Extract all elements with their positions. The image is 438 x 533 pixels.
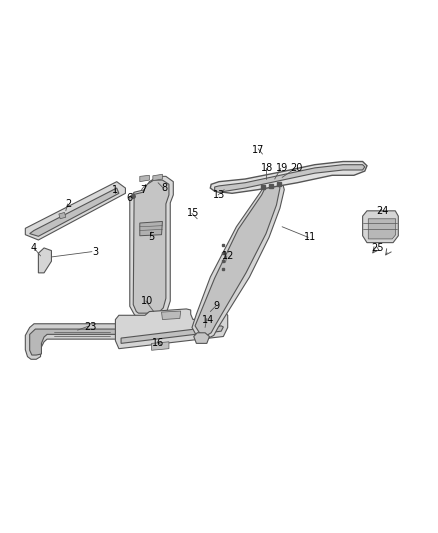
Polygon shape	[363, 211, 398, 243]
Text: 5: 5	[148, 232, 155, 243]
Polygon shape	[59, 213, 66, 219]
Polygon shape	[368, 219, 396, 239]
Text: 6: 6	[127, 192, 133, 203]
Text: 9: 9	[214, 301, 220, 311]
Polygon shape	[116, 309, 228, 349]
Polygon shape	[133, 180, 169, 313]
Polygon shape	[194, 333, 209, 343]
Text: 1: 1	[112, 184, 118, 195]
Polygon shape	[210, 161, 367, 193]
Text: 20: 20	[290, 164, 303, 173]
Polygon shape	[162, 311, 181, 319]
Polygon shape	[39, 248, 51, 273]
Text: 10: 10	[141, 296, 153, 306]
Text: 8: 8	[162, 183, 168, 193]
Polygon shape	[153, 174, 162, 181]
Text: 19: 19	[276, 164, 288, 173]
Text: 4: 4	[31, 243, 37, 253]
Polygon shape	[30, 188, 119, 236]
Text: 11: 11	[304, 232, 317, 243]
Text: 3: 3	[92, 247, 98, 257]
Text: 2: 2	[66, 199, 72, 209]
Text: 12: 12	[222, 251, 234, 261]
Polygon shape	[140, 175, 149, 182]
Text: 13: 13	[213, 190, 225, 200]
Text: 25: 25	[371, 243, 384, 253]
Polygon shape	[140, 221, 162, 236]
Polygon shape	[121, 326, 223, 343]
Text: 14: 14	[202, 314, 214, 325]
Polygon shape	[25, 324, 138, 359]
Text: 16: 16	[152, 338, 164, 349]
Text: 23: 23	[85, 322, 97, 333]
Text: 7: 7	[140, 184, 146, 195]
Polygon shape	[152, 342, 169, 350]
Text: 18: 18	[261, 164, 273, 173]
Text: 17: 17	[252, 145, 265, 155]
Polygon shape	[192, 177, 284, 340]
Text: 24: 24	[376, 206, 389, 216]
Polygon shape	[25, 182, 125, 240]
Polygon shape	[30, 329, 135, 355]
Polygon shape	[215, 165, 365, 192]
Polygon shape	[195, 180, 280, 336]
Text: 15: 15	[187, 208, 199, 219]
Polygon shape	[130, 176, 173, 317]
